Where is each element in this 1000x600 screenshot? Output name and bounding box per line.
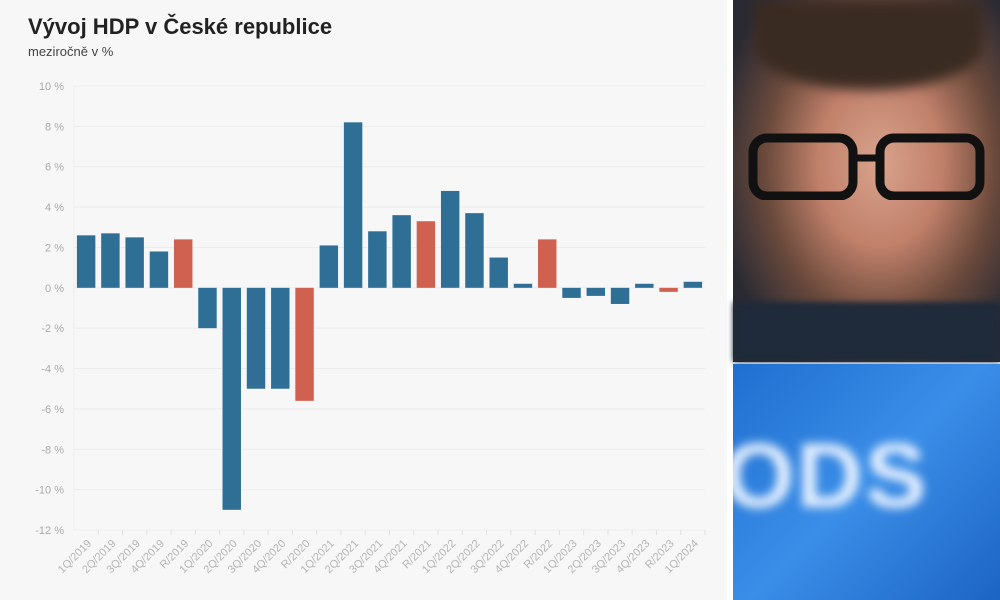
bar [586,287,606,296]
glasses-icon [748,133,985,200]
bar [610,287,630,304]
bar [246,287,266,389]
y-tick-label: -10 % [35,485,64,497]
ods-logo: ODS [733,425,929,527]
y-tick-label: 2 % [45,242,64,254]
y-tick-label: -2 % [41,323,64,335]
y-tick-label: 8 % [45,121,64,133]
bar [271,287,290,389]
bar [295,287,314,401]
bar [198,287,217,329]
bar [76,235,96,288]
bar [635,283,654,288]
bar [562,287,581,298]
bar [538,239,557,288]
y-tick-label: -6 % [41,404,64,416]
bar [101,233,120,288]
y-tick-label: -4 % [41,364,64,376]
bar [343,122,363,288]
bar-chart: 10 % 8 % 6 % 4 % 2 % 0 % -2 % -4 % -6 % -8 % -10 %… [35,81,706,576]
portrait-photo [733,0,1000,362]
chart-panel: 10 % 8 % 6 % 4 % 2 % 0 % -2 % -4 % -6 % -8 % -10 %… [28,14,706,576]
suit [733,302,1000,362]
y-tick-label: 4 % [45,202,64,214]
bar [125,237,144,288]
bar [319,245,339,288]
y-tick-label: 6 % [45,162,64,174]
chart-title: Vývoj HDP v České republice [28,14,333,39]
hair [753,0,983,90]
y-tick-label: 10 % [39,81,64,93]
bar [368,231,387,288]
chart-subtitle: meziročně v % [28,44,114,59]
bar [513,283,533,288]
bar [440,190,460,288]
bar [659,287,678,292]
bar [173,239,193,288]
y-tick-label: 0 % [45,283,64,295]
bar [489,257,508,288]
bar [416,221,436,288]
bar [465,213,484,288]
ods-logo-photo: ODS [733,364,1000,600]
bar [683,281,703,288]
y-tick-label: -12 % [35,525,64,537]
y-tick-label: -8 % [41,444,64,456]
bar [222,287,241,510]
bar [392,215,411,288]
bar [149,251,169,288]
